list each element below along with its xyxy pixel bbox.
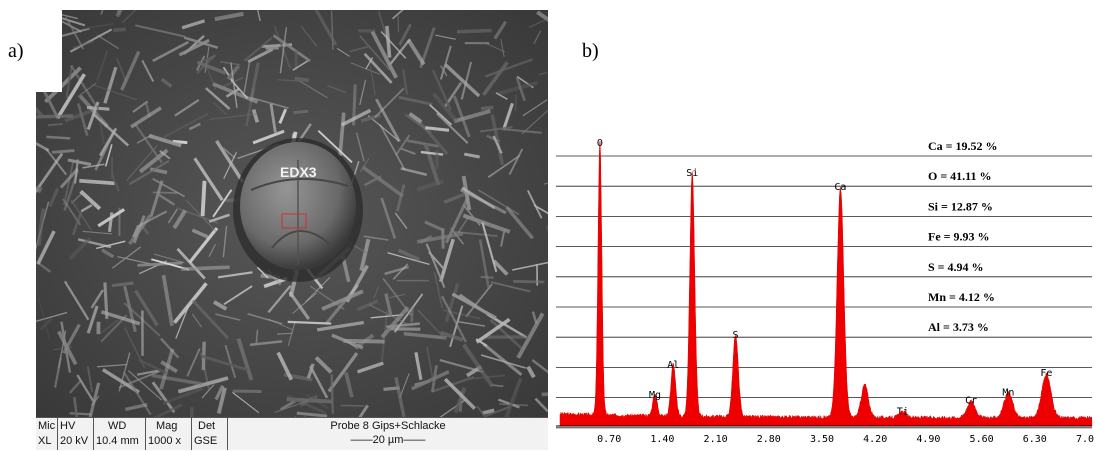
peak-label: Ti (897, 407, 909, 418)
x-tick-label: 2.80 (757, 434, 781, 445)
x-tick-label: 6.30 (1023, 434, 1047, 445)
info-cell-hv: HV 20 kV (58, 418, 94, 450)
x-tick-label: 3.50 (810, 434, 834, 445)
composition-entry: S = 4.94 % (928, 260, 984, 274)
edx-spectrum-chart: O Mg Al Si S Ca Ti Cr Mn Fe 0.70 1.40 2.10 2.80 3.50 4… (556, 138, 1094, 445)
composition-entry: Si = 12.87 % (928, 199, 993, 213)
peak-label: Mn (1002, 387, 1014, 398)
peak-label: Si (686, 168, 698, 179)
sample-name: Probe 8 Gips+Schlacke (330, 420, 446, 432)
peak-label: Mg (649, 390, 661, 401)
edx-marker-label: EDX3 (280, 164, 317, 180)
peak-label: Al (667, 360, 679, 371)
peak-labels: O Mg Al Si S Ca Ti Cr Mn Fe (597, 138, 1053, 418)
info-value: GSE (194, 435, 218, 447)
composition-list: Ca = 19.52 % O = 41.11 % Si = 12.87 % Fe = … (928, 139, 998, 334)
x-tick-label: 0.70 (597, 434, 621, 445)
x-tick-label: 4.20 (863, 434, 887, 445)
x-tick-label: 1.40 (650, 434, 674, 445)
info-cell-wd: WD 10.4 mm (94, 418, 146, 450)
sem-info-bar: Mic XL HV 20 kV WD 10.4 mm Mag 1000 x De… (36, 417, 548, 450)
composition-entry: Ca = 19.52 % (928, 139, 998, 153)
info-header: Mic (38, 420, 56, 432)
peak-label: Ca (834, 182, 846, 193)
sem-image (36, 10, 548, 418)
composition-entry: Mn = 4.12 % (928, 290, 995, 304)
panel-label-a: a) (8, 40, 24, 62)
composition-entry: Al = 3.73 % (928, 320, 989, 334)
panel-label-b: b) (582, 40, 599, 62)
info-value: XL (38, 435, 52, 447)
info-value: 10.4 mm (96, 435, 139, 447)
info-value: 1000 x (148, 435, 182, 447)
info-cell-mag: Mag 1000 x (146, 418, 192, 450)
info-header: HV (60, 420, 76, 432)
composition-entry: O = 41.11 % (928, 169, 992, 183)
scale-bar: ——20 µm—— (350, 434, 426, 446)
composition-entry: Fe = 9.93 % (928, 230, 990, 244)
peak-label: O (597, 138, 603, 149)
x-tick-labels: 0.70 1.40 2.10 2.80 3.50 4.20 4.90 5.60 6.30 7.00 (597, 434, 1094, 445)
spectrum-area (559, 140, 1093, 427)
sem-micrograph: EDX3 Mic XL HV 20 kV WD 10.4 mm Mag 1000… (36, 10, 548, 450)
info-cell-mic: Mic XL (36, 418, 58, 450)
info-cell-sample: Probe 8 Gips+Schlacke ——20 µm—— (228, 418, 548, 450)
info-header: Det (198, 420, 216, 432)
x-tick-label: 2.10 (704, 434, 728, 445)
info-cell-det: Det GSE (192, 418, 228, 450)
info-header: WD (108, 420, 127, 432)
x-tick-label: 4.90 (916, 434, 940, 445)
grid-lines (556, 155, 1092, 429)
info-header: Mag (156, 420, 178, 432)
peak-label: Fe (1040, 368, 1052, 379)
peak-label: S (733, 330, 739, 341)
x-tick-label: 7.00 (1076, 434, 1094, 445)
info-value: 20 kV (60, 435, 89, 447)
peak-label: Cr (965, 396, 977, 407)
x-tick-label: 5.60 (970, 434, 994, 445)
